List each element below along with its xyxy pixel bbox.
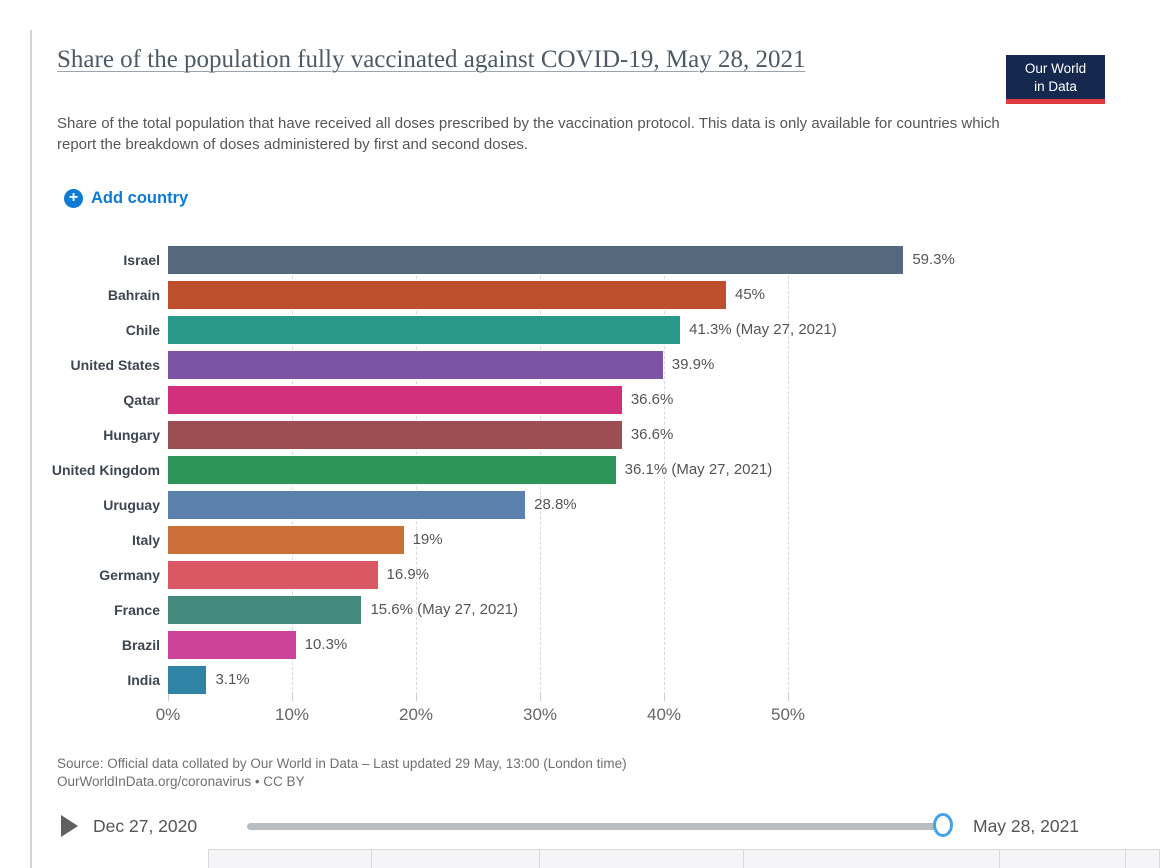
bar-france[interactable]	[168, 596, 362, 624]
panel-left-border	[30, 30, 32, 868]
chart-bar-row: Chile 41.3% (May 27, 2021)	[30, 316, 1155, 344]
bar-qatar[interactable]	[168, 386, 622, 414]
chart-bar-row: Uruguay 28.8%	[30, 491, 1155, 519]
country-label: Bahrain	[107, 287, 160, 303]
axis-tick-label: 50%	[770, 705, 806, 724]
axis-tick	[292, 694, 293, 701]
axis-tick-label: 40%	[646, 705, 682, 724]
cutoff-divider	[1125, 850, 1126, 868]
chart-bar-row: India 3.1%	[30, 666, 1155, 694]
bar-hungary[interactable]	[168, 421, 622, 449]
source-line2[interactable]: OurWorldInData.org/coronavirus • CC BY	[57, 774, 305, 790]
owid-logo-line2: in Data	[1034, 78, 1077, 94]
cutoff-divider	[539, 850, 540, 868]
bar-value-label: 45%	[735, 286, 766, 303]
bar-united-kingdom[interactable]	[168, 456, 616, 484]
cutoff-divider	[371, 850, 372, 868]
gridline	[664, 246, 665, 700]
source-line1: Source: Official data collated by Our Wo…	[57, 756, 627, 771]
axis-tick-label: 10%	[274, 705, 310, 724]
cutoff-divider	[743, 850, 744, 868]
bar-value-label: 15.6% (May 27, 2021)	[370, 601, 519, 618]
country-label: Germany	[99, 567, 160, 583]
country-label: Hungary	[103, 427, 160, 443]
axis-tick	[788, 694, 789, 701]
timeline-slider-track[interactable]	[247, 823, 941, 830]
owid-logo-line1: Our World	[1024, 61, 1087, 76]
bar-bahrain[interactable]	[168, 281, 726, 309]
cutoff-table-header	[208, 849, 1160, 868]
chart-bar-row: Bahrain 45%	[30, 281, 1155, 309]
bar-value-label: 59.3%	[912, 251, 955, 268]
chart-bar-row: United Kingdom 36.1% (May 27, 2021)	[30, 456, 1155, 484]
axis-tick-label: 0%	[155, 705, 181, 724]
axis-tick	[416, 694, 417, 701]
bar-value-label: 36.6%	[630, 391, 674, 408]
country-label: France	[114, 602, 160, 618]
country-label: India	[127, 672, 160, 688]
chart-bar-row: Italy 19%	[30, 526, 1155, 554]
gridline	[788, 246, 789, 700]
country-label: Chile	[125, 322, 160, 338]
chart-bar-row: France 15.6% (May 27, 2021)	[30, 596, 1155, 624]
chart-bar-row: Hungary 36.6%	[30, 421, 1155, 449]
timeline-slider-handle[interactable]	[933, 813, 953, 837]
bar-germany[interactable]	[168, 561, 378, 589]
bar-value-label: 36.1% (May 27, 2021)	[624, 461, 773, 478]
axis-tick-label: 20%	[398, 705, 434, 724]
bar-value-label: 36.6%	[630, 426, 674, 443]
bar-value-label: 3.1%	[215, 671, 250, 688]
country-label: United Kingdom	[51, 462, 160, 478]
axis-tick	[168, 694, 169, 701]
axis-tick-label: 30%	[522, 705, 558, 724]
chart-bar-row: United States 39.9%	[30, 351, 1155, 379]
country-label: Israel	[123, 252, 160, 268]
bar-italy[interactable]	[168, 526, 404, 554]
add-country-button[interactable]: + Add country	[64, 189, 188, 208]
plus-icon: +	[64, 189, 83, 208]
timeline-start-date: Dec 27, 2020	[93, 816, 198, 836]
timeline-end-date: May 28, 2021	[973, 816, 1080, 836]
country-label: Brazil	[121, 637, 160, 653]
bar-brazil[interactable]	[168, 631, 296, 659]
country-label: United States	[70, 357, 160, 373]
bar-united-states[interactable]	[168, 351, 663, 379]
chart-subtitle: Share of the total population that have …	[57, 115, 1000, 154]
chart-bar-row: Germany 16.9%	[30, 561, 1155, 589]
bar-value-label: 19%	[412, 531, 443, 548]
bar-india[interactable]	[168, 666, 207, 694]
bar-value-label: 16.9%	[386, 566, 430, 583]
bar-value-label: 41.3% (May 27, 2021)	[689, 321, 837, 338]
axis-tick	[540, 694, 541, 701]
add-country-label: Add country	[91, 189, 189, 207]
source-note: Source: Official data collated by Our Wo…	[57, 755, 627, 791]
axis-tick	[664, 694, 665, 701]
owid-logo[interactable]: Our World in Data	[1006, 55, 1105, 105]
bar-israel[interactable]	[168, 246, 904, 274]
cutoff-divider	[999, 850, 1000, 868]
chart-bar-row: Qatar 36.6%	[30, 386, 1155, 414]
country-label: Uruguay	[103, 497, 160, 513]
bar-chile[interactable]	[168, 316, 681, 344]
country-label: Qatar	[123, 392, 160, 408]
country-label: Italy	[131, 532, 160, 548]
bar-value-label: 10.3%	[304, 636, 348, 653]
chart-bar-row: Brazil 10.3%	[30, 631, 1155, 659]
bar-uruguay[interactable]	[168, 491, 526, 519]
play-button[interactable]	[61, 815, 78, 837]
bar-value-label: 39.9%	[671, 356, 715, 373]
bar-value-label: 28.8%	[534, 496, 577, 513]
chart-bar-row: Israel 59.3%	[30, 246, 1155, 274]
chart-title[interactable]: Share of the population fully vaccinated…	[57, 46, 806, 73]
